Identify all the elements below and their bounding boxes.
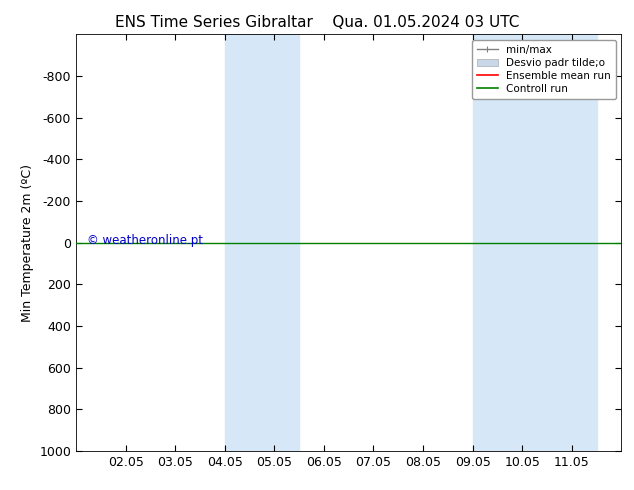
Legend: min/max, Desvio padr tilde;o, Ensemble mean run, Controll run: min/max, Desvio padr tilde;o, Ensemble m… bbox=[472, 40, 616, 99]
Text: © weatheronline.pt: © weatheronline.pt bbox=[87, 234, 203, 247]
Bar bbox=[472, 34, 597, 451]
Bar bbox=[225, 34, 299, 451]
Y-axis label: Min Temperature 2m (ºC): Min Temperature 2m (ºC) bbox=[21, 164, 34, 321]
Text: ENS Time Series Gibraltar    Qua. 01.05.2024 03 UTC: ENS Time Series Gibraltar Qua. 01.05.202… bbox=[115, 15, 519, 30]
